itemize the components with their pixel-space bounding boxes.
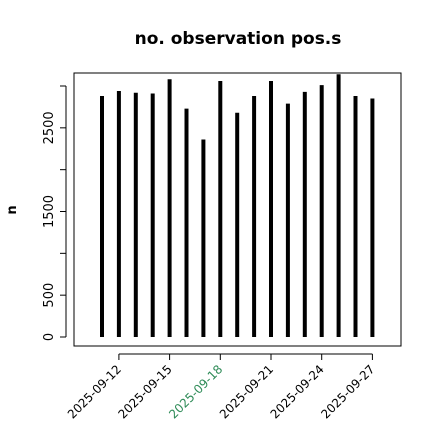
bars-group: [100, 74, 375, 337]
y-tick-label: 500: [42, 283, 57, 308]
y-tick-label: 2500: [42, 111, 57, 144]
plot-frame: [73, 72, 402, 347]
y-tick-label: 0: [42, 333, 57, 341]
chart-title: no. observation pos.s: [135, 29, 342, 49]
y-tick-label: 1500: [42, 195, 57, 228]
x-tick-label: 2025-09-27: [318, 362, 377, 421]
x-axis: 2025-09-122025-09-152025-09-182025-09-21…: [65, 353, 378, 421]
y-axis: 0 500 1500 2500: [42, 85, 67, 341]
y-axis-label: n: [5, 205, 20, 214]
